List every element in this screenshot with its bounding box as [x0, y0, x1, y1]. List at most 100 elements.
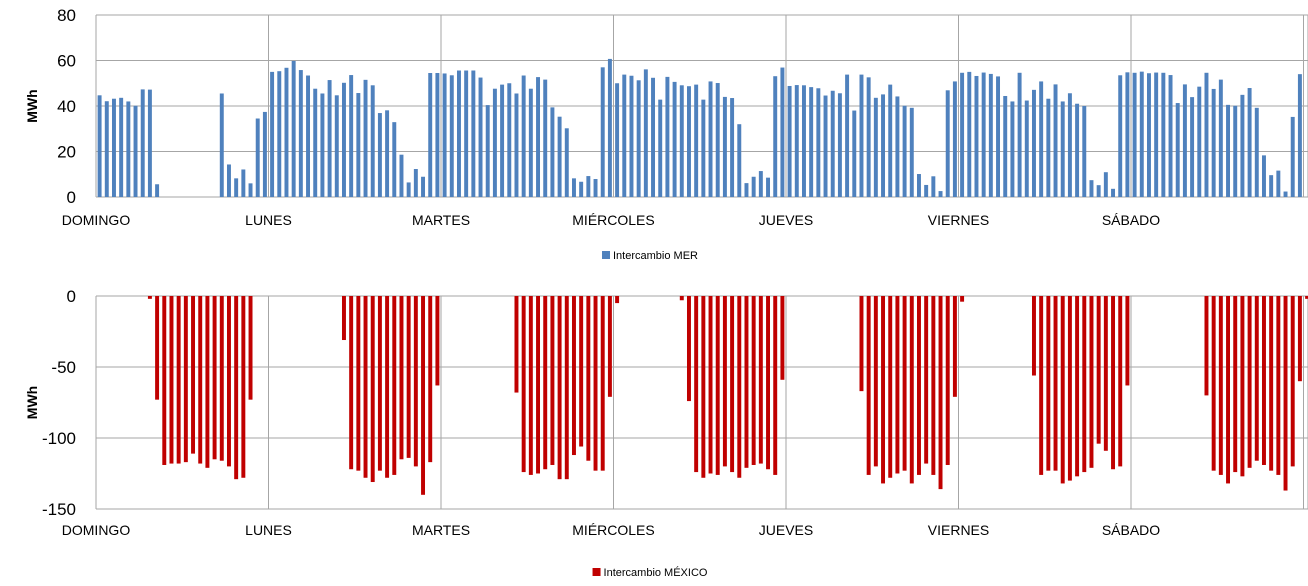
- bar: [241, 296, 245, 478]
- bar: [507, 83, 511, 197]
- bar: [249, 183, 253, 197]
- x-category-label: JUEVES: [759, 522, 813, 538]
- bar: [558, 296, 562, 479]
- bar: [270, 72, 274, 197]
- x-category-label: JUEVES: [759, 212, 813, 228]
- bar: [701, 100, 705, 197]
- bar: [335, 95, 339, 197]
- bar: [529, 296, 533, 475]
- y-tick-label: -50: [51, 358, 76, 377]
- bar: [371, 85, 375, 197]
- bar: [536, 77, 540, 197]
- bar: [1039, 296, 1043, 475]
- bar: [730, 296, 734, 472]
- bar: [910, 108, 914, 197]
- bar: [946, 90, 950, 197]
- bar: [1111, 296, 1115, 469]
- x-category-label: LUNES: [245, 522, 292, 538]
- bar: [701, 296, 705, 478]
- bar: [953, 81, 957, 197]
- bar: [601, 67, 605, 197]
- bar: [960, 73, 964, 197]
- bar: [565, 128, 569, 197]
- bar: [443, 73, 447, 197]
- bar: [558, 117, 562, 197]
- bar: [1212, 89, 1216, 197]
- bar: [148, 90, 152, 197]
- bar: [162, 296, 166, 465]
- bar: [1010, 101, 1014, 197]
- bar: [752, 177, 756, 197]
- bar: [773, 76, 777, 197]
- y-axis-title: MWh: [24, 386, 40, 419]
- bar: [1097, 185, 1101, 197]
- bar: [953, 296, 957, 397]
- bar: [1255, 296, 1259, 461]
- bar: [579, 182, 583, 197]
- bar: [1212, 296, 1216, 471]
- bar: [1169, 75, 1173, 197]
- bar: [917, 174, 921, 197]
- x-category-label: MIÉRCOLES: [572, 212, 654, 228]
- bar: [256, 119, 260, 197]
- bar: [931, 296, 935, 475]
- bar: [536, 296, 540, 474]
- y-tick-label: 0: [67, 287, 76, 306]
- legend: Intercambio MER: [602, 250, 698, 262]
- bar: [1262, 155, 1266, 197]
- bar: [1061, 101, 1065, 197]
- bar: [320, 93, 324, 197]
- bar: [112, 99, 116, 197]
- bar: [737, 296, 741, 478]
- bar: [1125, 72, 1129, 197]
- bar: [349, 75, 353, 197]
- bar: [1204, 73, 1208, 197]
- bar: [759, 296, 763, 464]
- bar: [1075, 296, 1079, 476]
- bar: [601, 296, 605, 471]
- bar: [1233, 296, 1237, 472]
- bar: [680, 296, 684, 300]
- bar: [399, 296, 403, 459]
- bar: [687, 296, 691, 401]
- bar: [629, 76, 633, 197]
- bar: [1276, 296, 1280, 475]
- chart-1: 0 20 40 60 80 DOMINGO LUNES MARTES MIÉRCOLES JUEV…: [24, 6, 1308, 262]
- bar: [493, 89, 497, 197]
- bar: [1269, 175, 1273, 197]
- bar: [1154, 73, 1158, 197]
- bar: [1240, 95, 1244, 197]
- bar: [910, 296, 914, 483]
- bar: [867, 296, 871, 475]
- bar: [364, 80, 368, 197]
- bar: [98, 95, 102, 197]
- bar: [780, 296, 784, 380]
- bar: [867, 77, 871, 197]
- bar: [874, 296, 878, 466]
- bar: [1032, 296, 1036, 376]
- bar: [234, 296, 238, 479]
- bar: [1018, 73, 1022, 197]
- bar: [105, 101, 109, 197]
- bar: [967, 72, 971, 197]
- bar: [1075, 104, 1079, 197]
- bar: [881, 94, 885, 197]
- bar: [608, 296, 612, 397]
- bar: [1298, 296, 1302, 381]
- bar: [1061, 296, 1065, 483]
- bar: [1082, 296, 1086, 472]
- bar: [155, 296, 159, 400]
- bar: [687, 86, 691, 197]
- bar: [385, 296, 389, 478]
- bar: [1291, 296, 1295, 466]
- y-tick-label: 60: [57, 52, 76, 71]
- bar: [435, 296, 439, 385]
- bar: [1161, 73, 1165, 197]
- bar: [277, 71, 281, 197]
- bar: [1219, 296, 1223, 475]
- bar: [960, 296, 964, 302]
- bar: [471, 71, 475, 197]
- bar: [716, 83, 720, 197]
- bar: [651, 78, 655, 197]
- x-category-label: LUNES: [245, 212, 292, 228]
